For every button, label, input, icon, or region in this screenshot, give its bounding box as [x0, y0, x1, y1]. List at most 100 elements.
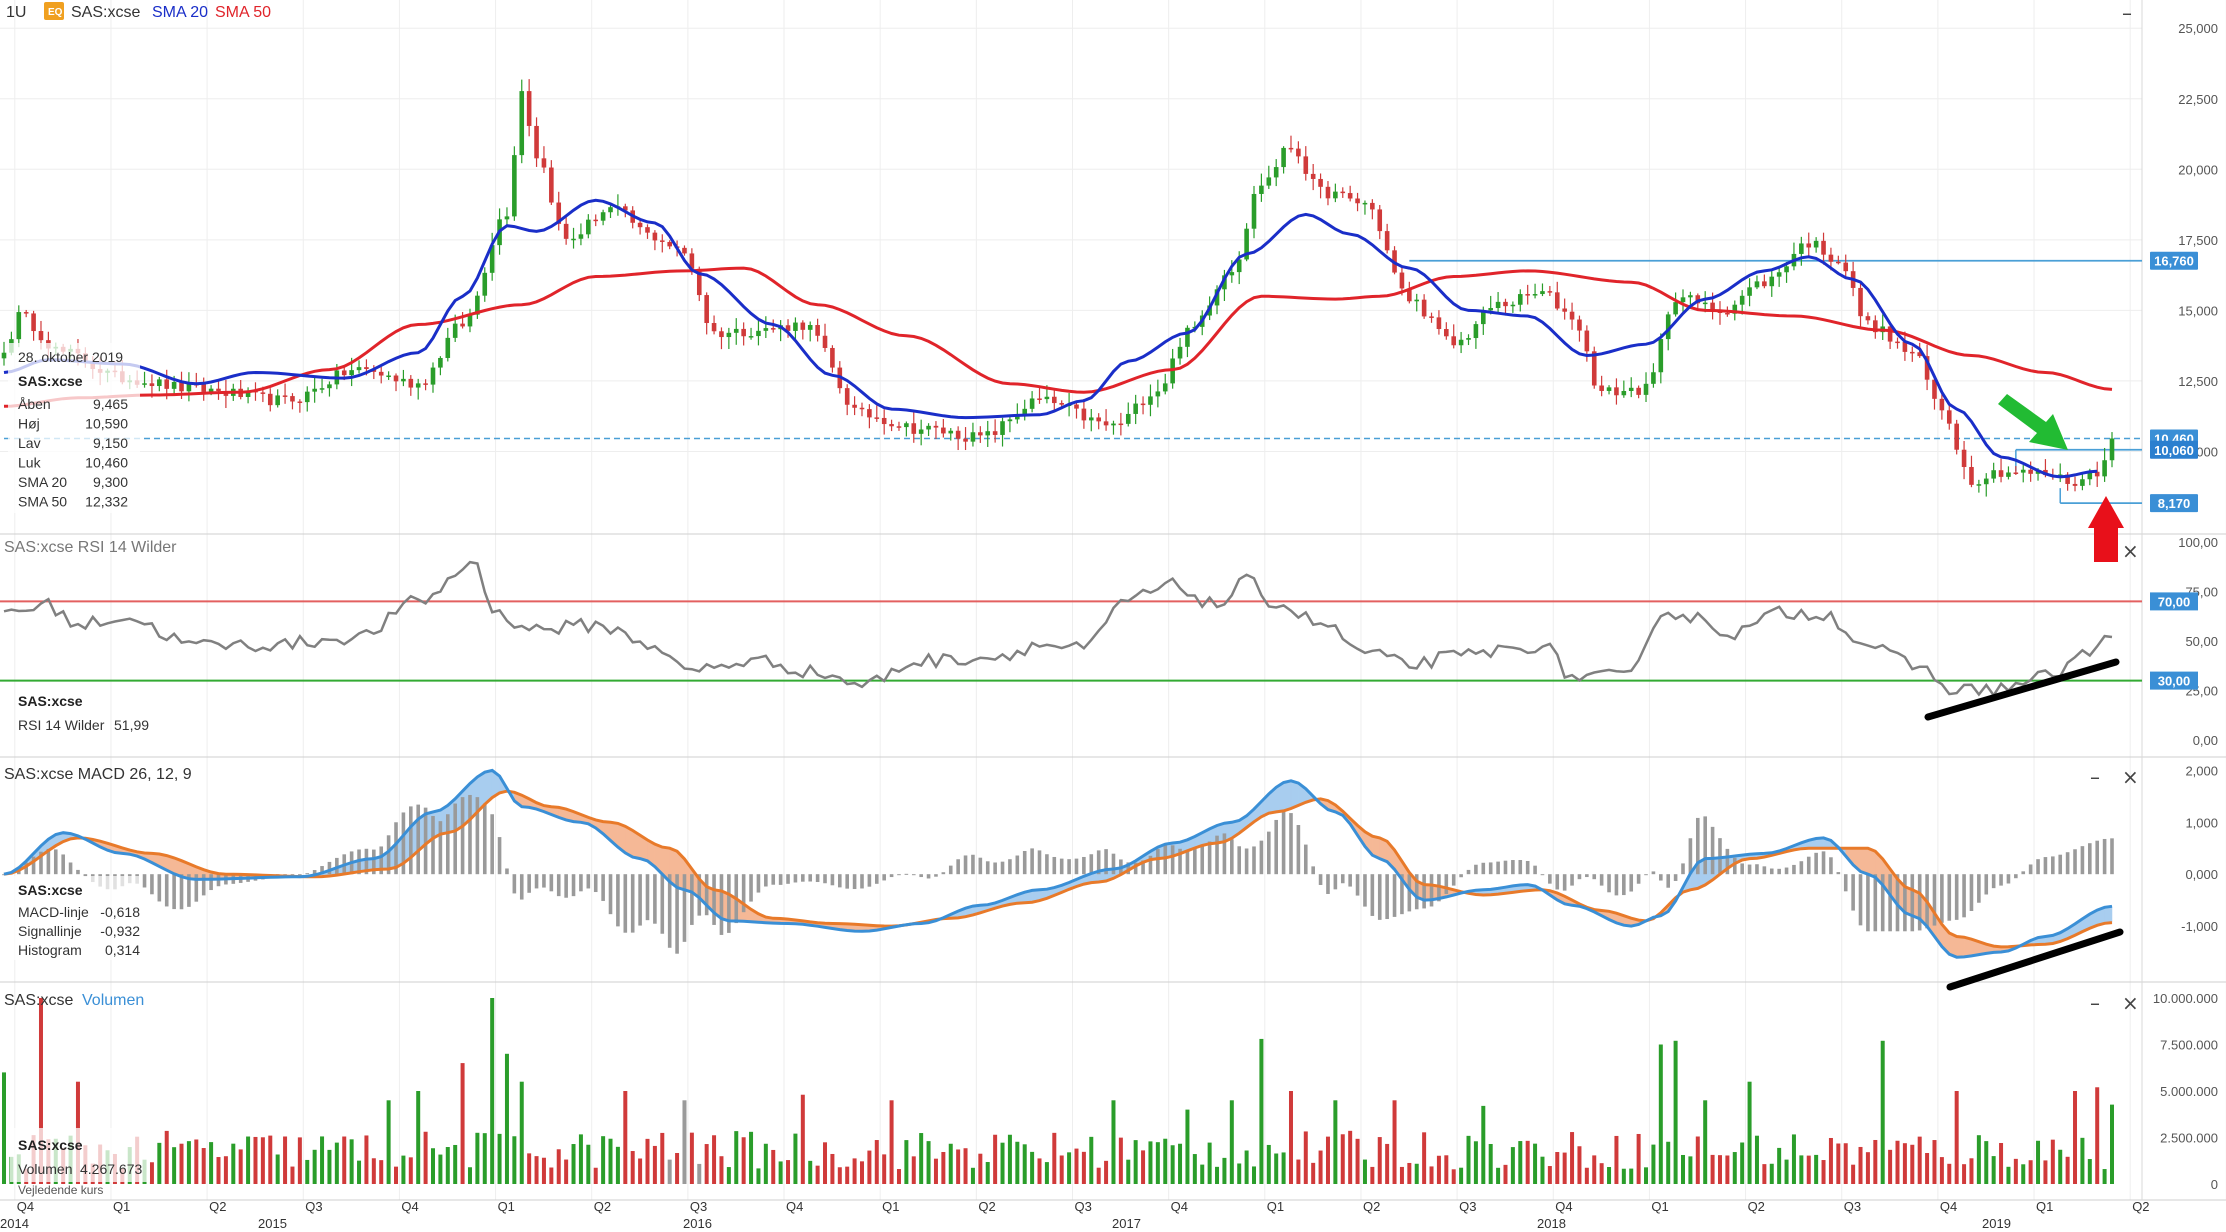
macd-hist-bar: [1052, 856, 1057, 875]
candle: [1939, 392, 1945, 420]
volume-bar: [675, 1152, 680, 1184]
info-row-value: 12,332: [85, 494, 128, 510]
macd-hist-bar: [1718, 838, 1722, 875]
macd-close-icon[interactable]: ×: [2122, 765, 2139, 789]
volume-bar: [1836, 1143, 1841, 1184]
rsi-close-icon[interactable]: ×: [2122, 539, 2139, 563]
macd-hist-bar: [682, 874, 687, 942]
candle: [1436, 310, 1442, 335]
macd-hist-bar: [1215, 835, 1219, 875]
macd-hist-bar: [830, 874, 835, 886]
macd-hist-bar: [823, 874, 827, 884]
volume-bar: [453, 1144, 458, 1184]
volume-bar: [778, 1161, 783, 1184]
volume-close-icon[interactable]: ×: [2122, 991, 2139, 1015]
volume-bar: [1000, 1142, 1005, 1184]
volume-bar: [260, 1137, 265, 1184]
volume-title-symbol: SAS:xcse: [4, 992, 73, 1009]
macd-hist-bar: [1252, 846, 1256, 875]
macd-hist-bar: [2065, 852, 2070, 875]
volume-bar: [1969, 1158, 1974, 1184]
candle: [600, 209, 606, 226]
volume-info-symbol: SAS:xcse: [18, 1137, 83, 1153]
macd-hist-bar: [305, 873, 310, 875]
candle: [312, 377, 317, 403]
candle: [1569, 302, 1575, 330]
info-row-value: 9,150: [93, 435, 128, 451]
candle: [1029, 391, 1035, 413]
candle: [807, 321, 813, 342]
macd-hist-bar: [2073, 849, 2077, 875]
macd-hist-bar: [697, 874, 702, 916]
macd-hist-bar: [423, 807, 428, 875]
candle: [667, 240, 672, 250]
macd-hist-bar: [801, 874, 805, 882]
volume-bar: [1311, 1162, 1316, 1184]
volume-bar: [2080, 1137, 2085, 1184]
macd-hist-bar: [2021, 871, 2026, 875]
volume-bar: [726, 1167, 731, 1184]
macd-hist-bar: [172, 874, 176, 910]
macd-hist-bar: [704, 874, 709, 916]
candle: [290, 393, 295, 410]
volume-bar: [349, 1139, 354, 1184]
x-year-label: 2017: [1112, 1216, 1141, 1231]
volume-bar: [460, 1063, 465, 1184]
macd-hist-bar: [1185, 849, 1190, 875]
candle: [733, 318, 739, 345]
volume-bar: [297, 1137, 302, 1184]
svg-text:10,060: 10,060: [2154, 443, 2194, 458]
macd-hist-bar: [1947, 874, 1952, 921]
x-quarter-label: Q3: [305, 1199, 322, 1214]
macd-hist-bar: [1777, 868, 1781, 875]
candle: [482, 267, 488, 302]
candle: [563, 214, 569, 245]
macd-info-label: Signallinje: [18, 923, 82, 939]
volume-bar: [1540, 1156, 1545, 1184]
volume-y-tick: 7.500.000: [2160, 1038, 2218, 1053]
interval-label[interactable]: 1U: [6, 4, 26, 21]
candle: [1037, 387, 1042, 404]
macd-hist-bar: [1555, 874, 1560, 890]
x-quarter-label: Q4: [17, 1199, 34, 1214]
svg-text:70,00: 70,00: [2158, 594, 2191, 609]
candle: [142, 371, 147, 388]
x-year-label: 2015: [258, 1216, 287, 1231]
macd-hist-bar: [209, 874, 213, 891]
macd-hist-bar: [24, 862, 28, 875]
volume-bar: [1673, 1040, 1678, 1184]
volume-bar: [1185, 1109, 1190, 1184]
candle: [534, 117, 539, 167]
macd-hist-bar: [630, 874, 635, 933]
volume-bar: [445, 1147, 450, 1184]
x-quarter-label: Q4: [1940, 1199, 1957, 1214]
macd-info-label: Histogram: [18, 942, 82, 958]
price-minimize-button[interactable]: –: [2122, 1, 2132, 25]
candle: [1177, 337, 1183, 365]
x-quarter-label: Q1: [2036, 1199, 2053, 1214]
volume-bar: [1599, 1163, 1604, 1184]
candle: [1688, 291, 1693, 305]
macd-hist-bar: [1488, 862, 1493, 875]
volume-bar: [467, 1167, 472, 1184]
macd-hist-bar: [1769, 868, 1774, 875]
header-symbol: SAS:xcse: [71, 4, 140, 21]
volume-bar: [1577, 1146, 1582, 1184]
volume-minimize-button[interactable]: –: [2090, 991, 2100, 1015]
volume-bar: [2065, 1156, 2070, 1184]
volume-bar: [541, 1157, 546, 1184]
macd-title: SAS:xcse MACD 26, 12, 9: [4, 766, 192, 783]
volume-bar: [1791, 1134, 1796, 1184]
volume-bar: [1067, 1152, 1072, 1184]
macd-minimize-button[interactable]: –: [2090, 765, 2100, 789]
volume-bar: [283, 1136, 288, 1184]
volume-bar: [1170, 1145, 1175, 1184]
candle: [593, 214, 599, 227]
macd-hist-bar: [675, 874, 679, 954]
price-levels: [4, 259, 2142, 504]
macd-hist-bar: [616, 874, 620, 927]
info-symbol: SAS:xcse: [18, 373, 83, 389]
macd-hist-bar: [1695, 817, 1700, 875]
